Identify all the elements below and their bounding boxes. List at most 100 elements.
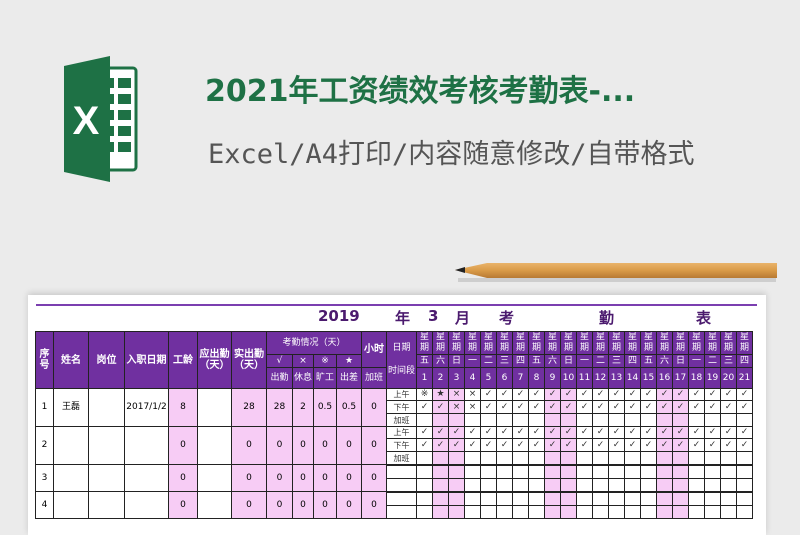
- attendance-mark-cell[interactable]: ✓: [688, 426, 705, 439]
- attendance-mark-cell[interactable]: ✓: [624, 388, 641, 401]
- attendance-mark-cell[interactable]: ✓: [640, 426, 657, 439]
- attendance-mark-cell[interactable]: [560, 492, 577, 506]
- attendance-mark-cell[interactable]: ✓: [624, 438, 641, 452]
- attendance-mark-cell[interactable]: ✓: [560, 400, 577, 414]
- attendance-mark-cell[interactable]: [704, 492, 721, 506]
- attendance-mark-cell[interactable]: [512, 505, 529, 519]
- attendance-mark-cell[interactable]: [480, 478, 497, 492]
- attendance-mark-cell[interactable]: [432, 465, 449, 479]
- attendance-mark-cell[interactable]: ✓: [592, 438, 609, 452]
- attendance-mark-cell[interactable]: [656, 505, 673, 519]
- attendance-mark-cell[interactable]: [656, 492, 673, 506]
- attendance-mark-cell[interactable]: [464, 492, 481, 506]
- attendance-mark-cell[interactable]: [480, 451, 497, 465]
- attendance-mark-cell[interactable]: ※: [416, 388, 433, 401]
- attendance-mark-cell[interactable]: [576, 478, 593, 492]
- attendance-mark-cell[interactable]: [704, 451, 721, 465]
- attendance-mark-cell[interactable]: [672, 478, 689, 492]
- attendance-mark-cell[interactable]: ✓: [640, 438, 657, 452]
- attendance-mark-cell[interactable]: ✓: [480, 426, 497, 439]
- attendance-mark-cell[interactable]: [720, 413, 737, 427]
- attendance-mark-cell[interactable]: [544, 451, 561, 465]
- attendance-mark-cell[interactable]: ✓: [448, 438, 465, 452]
- attendance-mark-cell[interactable]: [624, 451, 641, 465]
- attendance-mark-cell[interactable]: [544, 413, 561, 427]
- attendance-mark-cell[interactable]: ✓: [704, 438, 721, 452]
- attendance-mark-cell[interactable]: [496, 451, 513, 465]
- attendance-mark-cell[interactable]: [416, 478, 433, 492]
- attendance-mark-cell[interactable]: [448, 465, 465, 479]
- attendance-mark-cell[interactable]: [432, 478, 449, 492]
- attendance-mark-cell[interactable]: ×: [448, 388, 465, 401]
- attendance-mark-cell[interactable]: ✓: [512, 400, 529, 414]
- attendance-mark-cell[interactable]: ✓: [496, 400, 513, 414]
- attendance-mark-cell[interactable]: ✓: [720, 426, 737, 439]
- attendance-mark-cell[interactable]: ✓: [688, 388, 705, 401]
- attendance-mark-cell[interactable]: [720, 465, 737, 479]
- attendance-mark-cell[interactable]: ✓: [416, 438, 433, 452]
- attendance-mark-cell[interactable]: [576, 413, 593, 427]
- attendance-mark-cell[interactable]: [672, 492, 689, 506]
- attendance-mark-cell[interactable]: ✓: [416, 400, 433, 414]
- attendance-mark-cell[interactable]: [480, 413, 497, 427]
- attendance-mark-cell[interactable]: [688, 451, 705, 465]
- attendance-mark-cell[interactable]: ✓: [576, 400, 593, 414]
- attendance-mark-cell[interactable]: [592, 505, 609, 519]
- attendance-mark-cell[interactable]: [432, 413, 449, 427]
- attendance-mark-cell[interactable]: ✓: [672, 426, 689, 439]
- attendance-mark-cell[interactable]: ✓: [656, 426, 673, 439]
- attendance-mark-cell[interactable]: ✓: [608, 400, 625, 414]
- attendance-mark-cell[interactable]: ✓: [704, 426, 721, 439]
- attendance-mark-cell[interactable]: ✓: [656, 438, 673, 452]
- attendance-mark-cell[interactable]: [560, 451, 577, 465]
- attendance-mark-cell[interactable]: [608, 505, 625, 519]
- attendance-mark-cell[interactable]: ✓: [496, 388, 513, 401]
- attendance-mark-cell[interactable]: ✓: [640, 400, 657, 414]
- attendance-mark-cell[interactable]: ✓: [496, 426, 513, 439]
- attendance-mark-cell[interactable]: ✓: [736, 426, 753, 439]
- attendance-mark-cell[interactable]: ✓: [592, 426, 609, 439]
- attendance-mark-cell[interactable]: [416, 492, 433, 506]
- attendance-mark-cell[interactable]: ✓: [592, 388, 609, 401]
- attendance-mark-cell[interactable]: ✓: [528, 438, 545, 452]
- attendance-mark-cell[interactable]: ✓: [720, 438, 737, 452]
- attendance-mark-cell[interactable]: [448, 505, 465, 519]
- attendance-mark-cell[interactable]: [608, 451, 625, 465]
- attendance-mark-cell[interactable]: [656, 478, 673, 492]
- attendance-mark-cell[interactable]: [608, 465, 625, 479]
- attendance-mark-cell[interactable]: [528, 465, 545, 479]
- attendance-mark-cell[interactable]: ×: [464, 388, 481, 401]
- attendance-mark-cell[interactable]: [720, 478, 737, 492]
- attendance-mark-cell[interactable]: [528, 505, 545, 519]
- attendance-mark-cell[interactable]: [560, 478, 577, 492]
- attendance-mark-cell[interactable]: ✓: [512, 426, 529, 439]
- attendance-mark-cell[interactable]: [496, 465, 513, 479]
- attendance-mark-cell[interactable]: [496, 478, 513, 492]
- attendance-mark-cell[interactable]: [480, 505, 497, 519]
- attendance-mark-cell[interactable]: [592, 478, 609, 492]
- attendance-mark-cell[interactable]: [704, 505, 721, 519]
- attendance-mark-cell[interactable]: [448, 413, 465, 427]
- attendance-mark-cell[interactable]: [624, 505, 641, 519]
- attendance-mark-cell[interactable]: ✓: [736, 388, 753, 401]
- attendance-mark-cell[interactable]: [528, 413, 545, 427]
- attendance-mark-cell[interactable]: [448, 478, 465, 492]
- attendance-mark-cell[interactable]: ✓: [512, 388, 529, 401]
- attendance-mark-cell[interactable]: ✓: [736, 438, 753, 452]
- attendance-mark-cell[interactable]: [416, 451, 433, 465]
- attendance-mark-cell[interactable]: [672, 413, 689, 427]
- attendance-mark-cell[interactable]: [544, 492, 561, 506]
- attendance-mark-cell[interactable]: ×: [464, 400, 481, 414]
- attendance-mark-cell[interactable]: [432, 492, 449, 506]
- attendance-mark-cell[interactable]: ✓: [480, 388, 497, 401]
- attendance-mark-cell[interactable]: ✓: [736, 400, 753, 414]
- attendance-mark-cell[interactable]: [688, 478, 705, 492]
- attendance-mark-cell[interactable]: [512, 413, 529, 427]
- attendance-mark-cell[interactable]: [592, 492, 609, 506]
- attendance-mark-cell[interactable]: [544, 465, 561, 479]
- attendance-mark-cell[interactable]: [640, 492, 657, 506]
- attendance-mark-cell[interactable]: [656, 465, 673, 479]
- attendance-mark-cell[interactable]: [448, 451, 465, 465]
- attendance-mark-cell[interactable]: [736, 478, 753, 492]
- attendance-mark-cell[interactable]: [464, 505, 481, 519]
